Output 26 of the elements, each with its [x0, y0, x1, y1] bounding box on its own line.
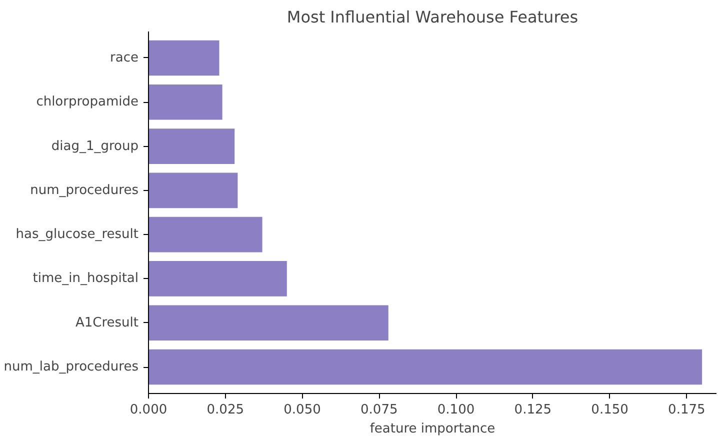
bar [148, 261, 287, 296]
x-tick-label: 0.100 [437, 402, 475, 418]
y-tick-label: num_procedures [30, 182, 139, 198]
bar [148, 349, 702, 385]
y-tick-label: has_glucose_result [16, 227, 138, 242]
y-tick-label: num_lab_procedures [4, 360, 139, 375]
x-tick-label: 0.000 [130, 402, 168, 418]
x-tick-label: 0.025 [206, 402, 244, 418]
y-tick-label: diag_1_group [51, 138, 138, 154]
x-axis-title: feature importance [370, 422, 496, 436]
bar [148, 172, 238, 208]
x-tick-label: 0.150 [591, 402, 628, 418]
bar [148, 216, 262, 252]
x-tick-label: 0.175 [668, 402, 706, 418]
x-tick-label: 0.125 [514, 402, 552, 418]
chart-title: Most Influential Warehouse Features [286, 8, 578, 26]
x-tick-label: 0.050 [284, 402, 321, 418]
y-tick-label: chlorpropamide [36, 94, 139, 110]
bar [148, 40, 220, 76]
bar [148, 84, 222, 120]
bar [148, 305, 388, 341]
x-tick-label: 0.075 [360, 402, 398, 418]
y-tick-label: time_in_hospital [32, 271, 139, 286]
y-tick-label: race [110, 50, 139, 66]
bar [148, 128, 235, 164]
y-tick-label: A1Cresult [75, 315, 139, 330]
